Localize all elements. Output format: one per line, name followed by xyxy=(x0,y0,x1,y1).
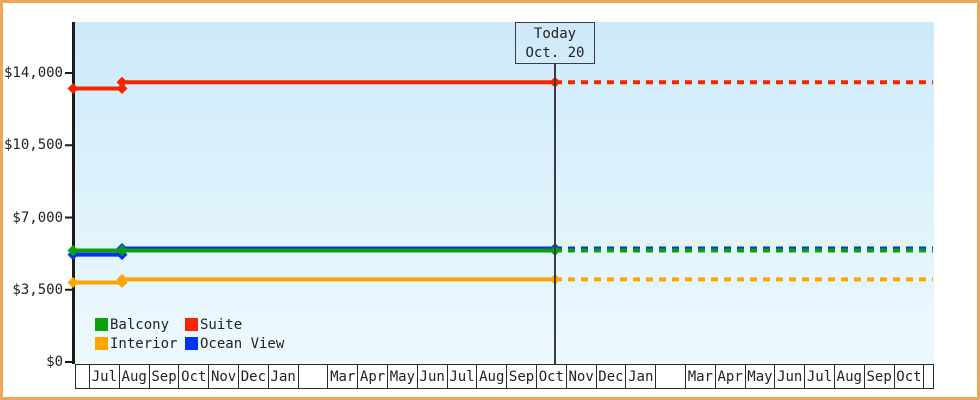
month-cell-empty xyxy=(297,365,328,388)
legend-item-ocean-view: Ocean View xyxy=(185,334,284,353)
legend-swatch xyxy=(185,318,198,331)
y-tick-label: $14,000 xyxy=(3,65,63,81)
price-line-solid xyxy=(73,80,555,91)
month-cell-jun: Jun xyxy=(416,365,447,388)
data-point-marker xyxy=(67,277,79,289)
series-balcony xyxy=(67,245,933,257)
month-cell-sep: Sep xyxy=(148,365,179,388)
month-cell-aug: Aug xyxy=(476,365,506,388)
today-date: Oct. 20 xyxy=(525,45,585,61)
month-cell-apr: Apr xyxy=(714,365,745,388)
legend-swatch xyxy=(185,337,198,350)
price-line-solid xyxy=(73,277,555,285)
month-cell-oct: Oct xyxy=(178,365,208,388)
data-point-marker xyxy=(67,245,79,257)
data-point-marker xyxy=(67,82,79,94)
legend-item-suite: Suite xyxy=(185,315,284,334)
month-cell-may: May xyxy=(744,365,775,388)
y-tick-label: $10,500 xyxy=(3,137,63,154)
series-suite xyxy=(67,76,933,94)
month-cell-jan: Jan xyxy=(625,365,655,388)
month-cell-nov: Nov xyxy=(208,365,238,388)
month-cell-jan: Jan xyxy=(267,365,298,388)
month-cell-dec: Dec xyxy=(237,365,268,388)
y-tick-label: $0 xyxy=(46,354,63,370)
y-tick-label: $7,000 xyxy=(12,209,63,226)
month-cell-jul: Jul xyxy=(446,365,477,388)
month-cell-apr: Apr xyxy=(357,365,387,388)
y-axis-labels: $0 $3,500 $7,000 $10,500 $14,000 xyxy=(3,3,63,397)
legend-label: Ocean View xyxy=(200,335,285,352)
month-cell-empty xyxy=(923,365,934,388)
month-cell-sep: Sep xyxy=(506,365,536,388)
legend-label: Interior xyxy=(110,335,178,352)
month-cell-jun: Jun xyxy=(774,365,804,388)
month-cell-jul: Jul xyxy=(89,365,119,388)
month-cell-empty xyxy=(75,365,89,388)
data-point-marker xyxy=(116,76,128,88)
chart-legend: Balcony Suite Interior Ocean View xyxy=(95,315,284,353)
legend-label: Balcony xyxy=(110,316,170,333)
legend-item-interior: Interior xyxy=(95,334,185,353)
month-cell-dec: Dec xyxy=(595,365,626,388)
month-cell-may: May xyxy=(386,365,417,388)
today-callout-box: Today Oct. 20 xyxy=(515,22,595,64)
month-cell-empty xyxy=(655,365,685,388)
today-vertical-line xyxy=(554,63,556,364)
month-cell-oct: Oct xyxy=(535,365,566,388)
month-cell-jul: Jul xyxy=(804,365,834,388)
month-cell-sep: Sep xyxy=(863,365,894,388)
data-point-marker xyxy=(116,245,128,257)
data-point-marker xyxy=(116,273,128,285)
price-history-chart xyxy=(65,72,933,363)
series-interior xyxy=(67,273,933,289)
legend-item-balcony: Balcony xyxy=(95,315,185,334)
plot-area xyxy=(75,22,934,364)
x-axis-month-band: Jul Aug Sep Oct Nov Dec Jan Mar Apr May Jun Jul Aug S… xyxy=(75,364,934,389)
today-label: Today xyxy=(533,26,577,42)
month-cell-nov: Nov xyxy=(565,365,596,388)
month-cell-oct: Oct xyxy=(893,365,924,388)
month-cell-mar: Mar xyxy=(327,365,357,388)
y-axis-line xyxy=(72,22,75,364)
month-cell-aug: Aug xyxy=(833,365,864,388)
y-tick-label: $3,500 xyxy=(12,281,63,298)
legend-swatch xyxy=(95,318,108,331)
month-cell-mar: Mar xyxy=(684,365,715,388)
month-cell-aug: Aug xyxy=(118,365,149,388)
legend-swatch xyxy=(95,337,108,350)
legend-label: Suite xyxy=(200,316,243,333)
data-point-marker xyxy=(116,82,128,94)
